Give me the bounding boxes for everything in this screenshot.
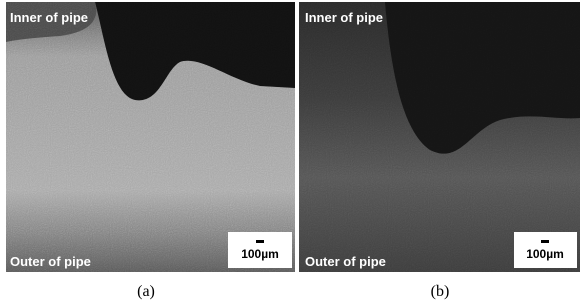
caption-b: (b) <box>431 283 450 300</box>
outer-label: Outer of pipe <box>305 254 386 269</box>
scale-text: 100µm <box>526 247 564 261</box>
micrograph-b <box>299 2 580 272</box>
scale-bar <box>256 240 264 243</box>
micrograph-a <box>6 2 295 272</box>
outer-label: Outer of pipe <box>10 254 91 269</box>
caption-a: (a) <box>137 283 155 300</box>
scale-text: 100µm <box>241 247 279 261</box>
figure: Inner of pipe Outer of pipe 100µm Inner … <box>0 0 584 304</box>
inner-label: Inner of pipe <box>305 10 383 25</box>
inner-label: Inner of pipe <box>10 10 88 25</box>
scale-bar <box>541 240 549 243</box>
